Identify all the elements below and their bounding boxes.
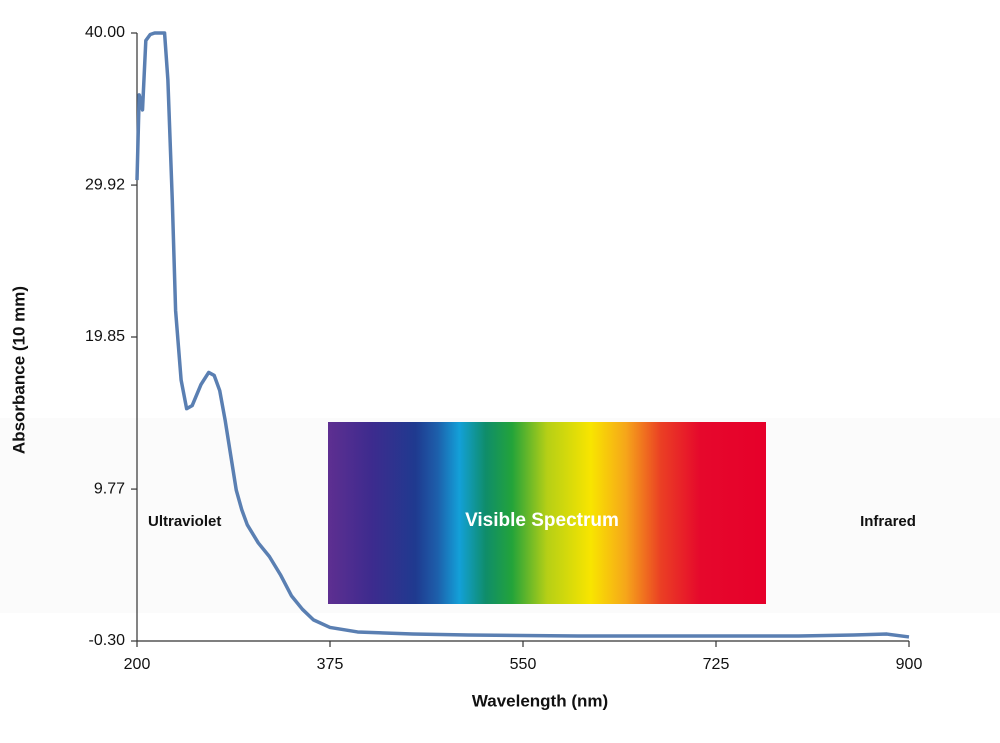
y-tick-label: 29.92 <box>85 176 125 193</box>
x-tick-label: 375 <box>317 656 344 673</box>
x-tick-label: 900 <box>896 656 923 673</box>
y-tick-label: 40.00 <box>85 24 125 41</box>
annotation: Visible Spectrum <box>465 510 619 531</box>
y-tick-label: 9.77 <box>94 480 125 497</box>
annotation: Infrared <box>860 513 916 530</box>
x-tick-label: 200 <box>124 656 151 673</box>
y-tick-label: -0.30 <box>89 632 126 649</box>
data-line <box>135 31 910 639</box>
x-axis-title: Wavelength (nm) <box>472 691 608 710</box>
y-axis-title: Absorbance (10 mm) <box>9 286 28 454</box>
annotation: Ultraviolet <box>148 513 221 530</box>
x-tick-label: 550 <box>510 656 537 673</box>
x-tick-label: 725 <box>703 656 730 673</box>
y-tick-label: 19.85 <box>85 328 125 345</box>
visible-spectrum-bar <box>328 422 766 604</box>
